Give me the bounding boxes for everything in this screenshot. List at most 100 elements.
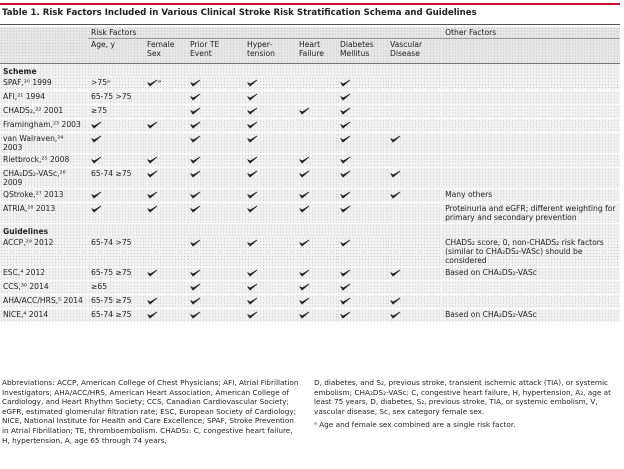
- factor-cell: [144, 202, 187, 224]
- factor-cell: [144, 90, 187, 105]
- check-mark: [247, 297, 258, 305]
- factor-cell: [296, 153, 337, 168]
- check-glyph: [147, 156, 158, 164]
- check-glyph: [247, 170, 258, 178]
- check-glyph: [340, 269, 351, 277]
- factor-cell: [144, 294, 187, 309]
- factor-cell: [296, 118, 337, 133]
- factor-cell: [187, 237, 244, 267]
- factor-cell: [144, 167, 187, 189]
- factor-cell: [337, 132, 387, 154]
- check-glyph: [340, 121, 351, 129]
- factor-cell: [144, 237, 187, 267]
- check-glyph: [247, 93, 258, 101]
- factor-cell: [296, 132, 337, 154]
- check-glyph: [340, 283, 351, 291]
- check-glyph: [147, 79, 158, 87]
- check-mark: [190, 311, 201, 319]
- check-glyph: [147, 205, 158, 213]
- check-mark: [299, 205, 310, 213]
- factor-cell: [187, 77, 244, 91]
- check-mark: [247, 311, 258, 319]
- factor-cell: [144, 118, 187, 133]
- factor-cell: [337, 237, 387, 267]
- check-glyph: [190, 170, 201, 178]
- factor-cell: [387, 153, 443, 168]
- factor-cell: 65-74 >75: [88, 237, 144, 267]
- table-title: Table 1. Risk Factors Included in Variou…: [2, 8, 477, 18]
- check-mark: [247, 156, 258, 164]
- check-mark: [299, 283, 310, 291]
- other-factors-cell: Proteinuria and eGFR; different weightin…: [442, 202, 620, 224]
- factor-cell: [387, 188, 443, 203]
- factor-cell: [244, 90, 296, 105]
- factor-cell: [387, 202, 443, 224]
- row-name: CHADS₂,²² 2001: [0, 104, 88, 119]
- check-glyph: [190, 121, 201, 129]
- check-mark: [340, 239, 351, 247]
- cell-note: ᵃ: [158, 78, 161, 87]
- factor-cell: [387, 280, 443, 295]
- factor-cell: [337, 308, 387, 323]
- check-mark: [147, 297, 158, 305]
- factor-cell: [337, 104, 387, 119]
- title-underline: [0, 24, 620, 25]
- factor-cell: [296, 188, 337, 203]
- check-mark: [299, 170, 310, 178]
- check-mark: [147, 205, 158, 213]
- other-factors-cell: [442, 104, 620, 119]
- column-header: Age, y: [88, 38, 144, 64]
- factor-cell: [187, 132, 244, 154]
- check-glyph: [299, 156, 310, 164]
- check-glyph: [247, 135, 258, 143]
- table-row: ESC,⁴ 2012 65-75 ≥75 Based on CHA₂DS₂-VASc: [0, 266, 620, 281]
- check-glyph: [247, 121, 258, 129]
- cell-text: 65-74 >75: [91, 238, 132, 247]
- check-mark: [340, 121, 351, 129]
- check-mark: [340, 191, 351, 199]
- factor-cell: [88, 153, 144, 168]
- check-glyph: [147, 269, 158, 277]
- check-mark: [299, 297, 310, 305]
- table-row: AHA/ACC/HRS,⁵ 2014 65-75 ≥75: [0, 294, 620, 309]
- check-mark: [340, 170, 351, 178]
- check-mark: [190, 135, 201, 143]
- section-row: Guidelines: [0, 223, 620, 237]
- check-mark: [299, 107, 310, 115]
- factor-cell: [337, 153, 387, 168]
- check-mark: [247, 191, 258, 199]
- check-glyph: [299, 170, 310, 178]
- factor-cell: [144, 153, 187, 168]
- row-name: AHA/ACC/HRS,⁵ 2014: [0, 294, 88, 309]
- other-text: Based on CHA₂DS₂-VASc: [445, 268, 537, 277]
- factor-cell: [244, 104, 296, 119]
- check-glyph: [390, 135, 401, 143]
- check-glyph: [390, 297, 401, 305]
- check-mark: [147, 121, 158, 129]
- factor-cell: [296, 237, 337, 267]
- table-row: Rietbrock,²⁵ 2008: [0, 153, 620, 168]
- check-glyph: [299, 239, 310, 247]
- row-name: CCS,³⁰ 2014: [0, 280, 88, 295]
- check-mark: [390, 297, 401, 305]
- factor-cell: [244, 237, 296, 267]
- factor-cell: 65-75 >75: [88, 90, 144, 105]
- check-glyph: [91, 156, 102, 164]
- factor-cell: [244, 153, 296, 168]
- factor-cell: [387, 294, 443, 309]
- check-mark: [299, 269, 310, 277]
- factor-cell: [187, 188, 244, 203]
- check-mark: [340, 283, 351, 291]
- factor-cell: [296, 266, 337, 281]
- factor-cell: [244, 280, 296, 295]
- check-glyph: [247, 79, 258, 87]
- check-mark: [91, 205, 102, 213]
- header-cell: [0, 38, 88, 64]
- column-header: Hyper-tension: [244, 38, 296, 64]
- risk-factors-header: Risk Factors: [88, 27, 443, 39]
- check-glyph: [147, 297, 158, 305]
- check-mark: [340, 135, 351, 143]
- row-name: van Walraven,²⁴ 2003: [0, 132, 88, 154]
- factor-cell: [337, 118, 387, 133]
